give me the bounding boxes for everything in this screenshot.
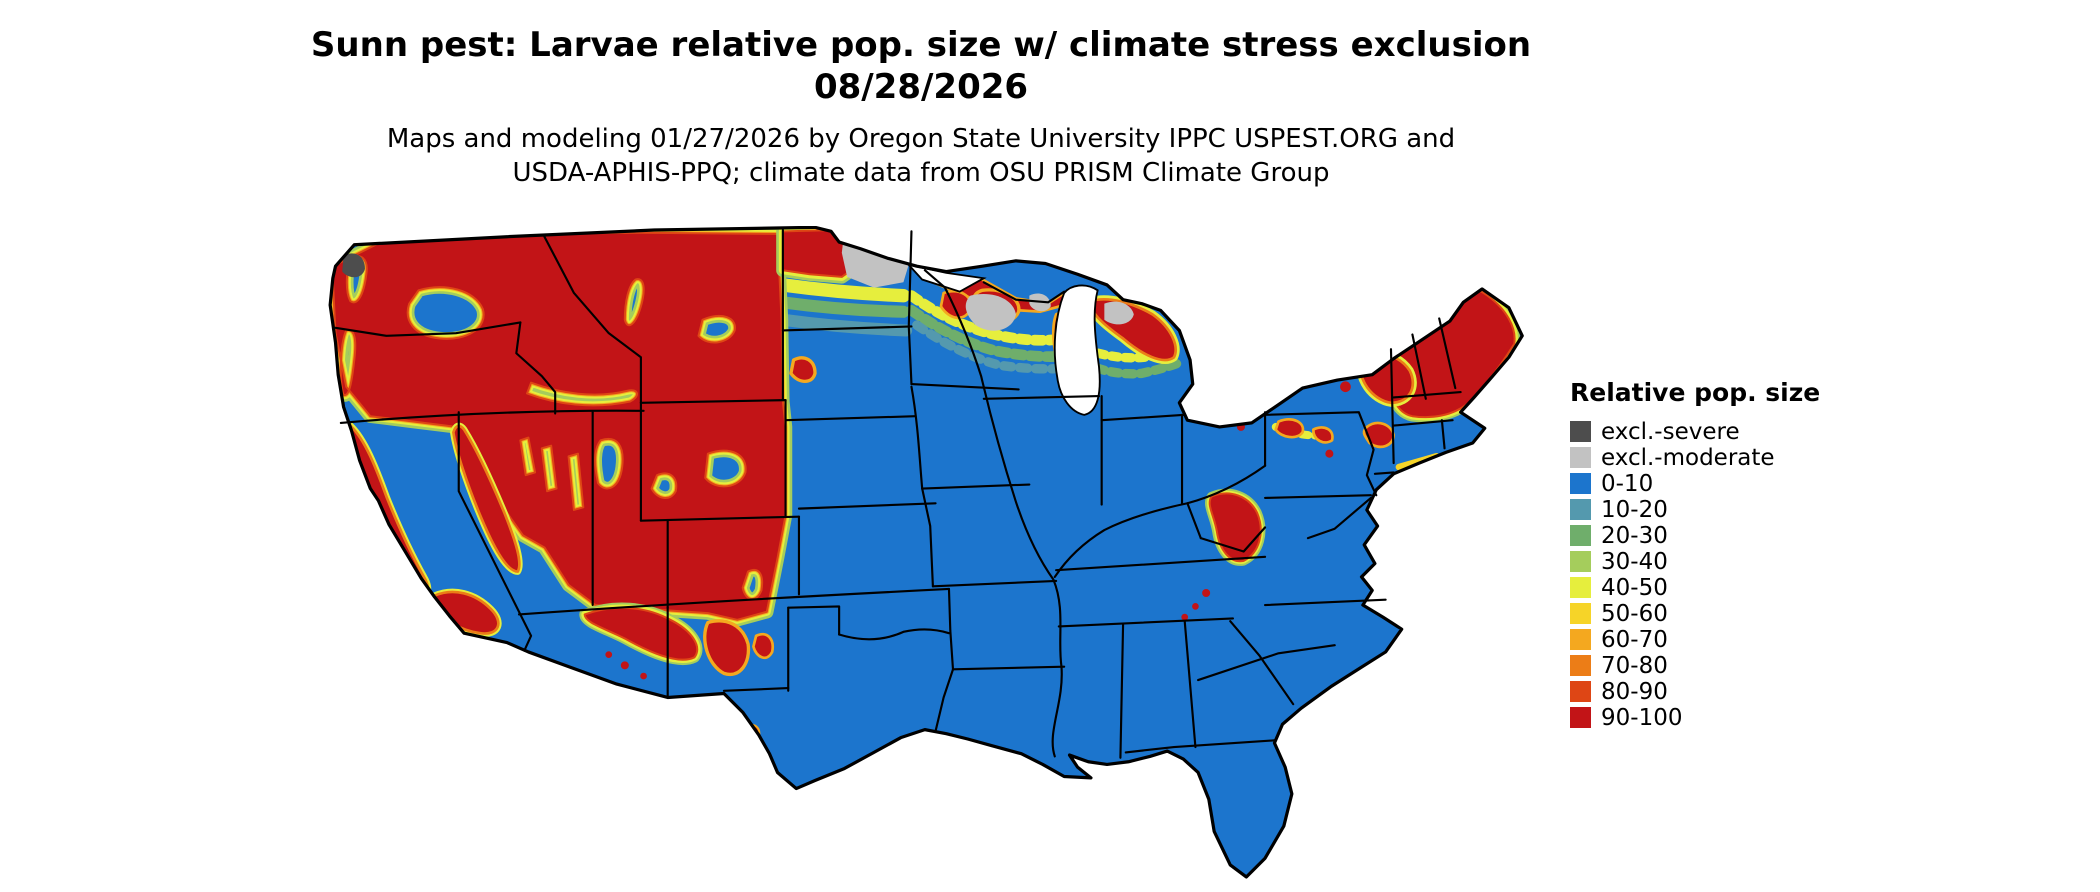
legend-entry: 0-10 — [1570, 470, 1820, 497]
legend-label: 0-10 — [1601, 470, 1654, 497]
legend-swatch — [1570, 707, 1591, 728]
legend-entry: 10-20 — [1570, 496, 1820, 523]
legend-label: 20-30 — [1601, 522, 1668, 549]
legend-label: 30-40 — [1601, 548, 1668, 575]
legend-entry: excl.-moderate — [1570, 444, 1820, 471]
legend-entry: 50-60 — [1570, 600, 1820, 627]
map-title: Sunn pest: Larvae relative pop. size w/ … — [0, 24, 1842, 108]
legend-label: 50-60 — [1601, 600, 1668, 627]
legend-swatch — [1570, 525, 1591, 546]
legend: Relative pop. size excl.-severe excl.-mo… — [1570, 378, 1820, 731]
legend-swatch — [1570, 629, 1591, 650]
legend-swatch — [1570, 447, 1591, 468]
us-map-container — [306, 226, 1533, 885]
legend-entry: 30-40 — [1570, 548, 1820, 575]
legend-entry: 20-30 — [1570, 522, 1820, 549]
subtitle-line-1: Maps and modeling 01/27/2026 by Oregon S… — [386, 124, 1456, 154]
legend-entry: 40-50 — [1570, 574, 1820, 601]
legend-swatch — [1570, 551, 1591, 572]
legend-entry: 60-70 — [1570, 626, 1820, 653]
legend-swatch — [1570, 499, 1591, 520]
legend-label: excl.-severe — [1601, 418, 1740, 445]
legend-label: excl.-moderate — [1601, 444, 1775, 471]
legend-swatch — [1570, 473, 1591, 494]
region-high-pop-west — [333, 233, 786, 620]
legend-label: 80-90 — [1601, 678, 1668, 705]
legend-swatch — [1570, 577, 1591, 598]
legend-label: 90-100 — [1601, 704, 1683, 731]
legend-swatch — [1570, 421, 1591, 442]
state-borders — [334, 228, 1462, 759]
legend-label: 60-70 — [1601, 626, 1668, 653]
lake-michigan — [1053, 284, 1101, 416]
us-outline — [328, 226, 1524, 879]
legend-label: 70-80 — [1601, 652, 1668, 679]
us-map — [328, 226, 1524, 879]
legend-entry: 80-90 — [1570, 678, 1820, 705]
legend-swatch — [1570, 655, 1591, 676]
subtitle-line-2: USDA-APHIS-PPQ; climate data from OSU PR… — [512, 158, 1330, 188]
title-line-2: 08/28/2026 — [813, 67, 1029, 107]
region-exclusion-severe — [342, 253, 365, 278]
legend-entry: 70-80 — [1570, 652, 1820, 679]
legend-swatch — [1570, 681, 1591, 702]
legend-title: Relative pop. size — [1570, 378, 1821, 407]
legend-entry: excl.-severe — [1570, 418, 1820, 445]
map-subtitle: Maps and modeling 01/27/2026 by Oregon S… — [0, 122, 1842, 190]
legend-entry: 90-100 — [1570, 704, 1820, 731]
legend-label: 40-50 — [1601, 574, 1668, 601]
legend-label: 10-20 — [1601, 496, 1668, 523]
title-line-1: Sunn pest: Larvae relative pop. size w/ … — [310, 25, 1532, 65]
legend-swatch — [1570, 603, 1591, 624]
